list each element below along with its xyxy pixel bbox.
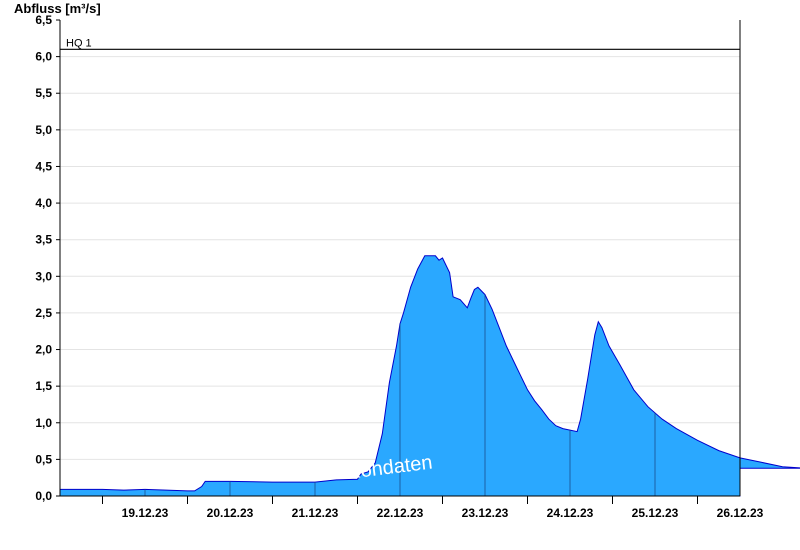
y-tick-label: 2,5 — [35, 306, 52, 320]
plot-frame — [59, 20, 741, 497]
y-tick-label: 3,0 — [35, 269, 52, 283]
x-axis-ticks: 19.12.23 20.12.23 21.12.23 22.12.23 23.12.23… — [102, 496, 764, 520]
y-tick-label: 5,5 — [35, 86, 52, 100]
y-tick-label: 2,0 — [35, 343, 52, 357]
x-tick-label: 21.12.23 — [292, 506, 339, 520]
reference-line: HQ 1 — [60, 37, 740, 50]
x-tick-label: 20.12.23 — [207, 506, 254, 520]
y-tick-label: 4,0 — [35, 196, 52, 210]
y-axis-ticks: 0,0 0,5 1,0 1,5 2,0 2,5 3,0 3,5 4,0 4,5 5,0 5,5 6,0 6… — [35, 13, 60, 503]
gridlines — [60, 56, 740, 460]
y-tick-label: 0,0 — [35, 489, 52, 503]
y-tick-label: 1,0 — [35, 416, 52, 430]
y-tick-label: 5,0 — [35, 123, 52, 137]
y-tick-label: 0,5 — [35, 452, 52, 466]
day-separator-lines — [144, 255, 656, 496]
y-axis-label: Abfluss [m³/s] — [14, 1, 101, 16]
x-tick-label: 26.12.23 — [717, 506, 764, 520]
x-tick-label: 23.12.23 — [462, 506, 509, 520]
y-tick-label: 1,5 — [35, 379, 52, 393]
discharge-area — [59, 255, 800, 497]
x-tick-label: 22.12.23 — [377, 506, 424, 520]
y-tick-label: 6,0 — [35, 50, 52, 64]
hq1-label: HQ 1 — [66, 37, 92, 49]
y-tick-label: 6,5 — [35, 13, 52, 27]
x-tick-label: 19.12.23 — [122, 506, 169, 520]
x-tick-label: 24.12.23 — [547, 506, 594, 520]
x-tick-label: 25.12.23 — [632, 506, 679, 520]
y-tick-label: 4,5 — [35, 159, 52, 173]
y-tick-label: 3,5 — [35, 233, 52, 247]
